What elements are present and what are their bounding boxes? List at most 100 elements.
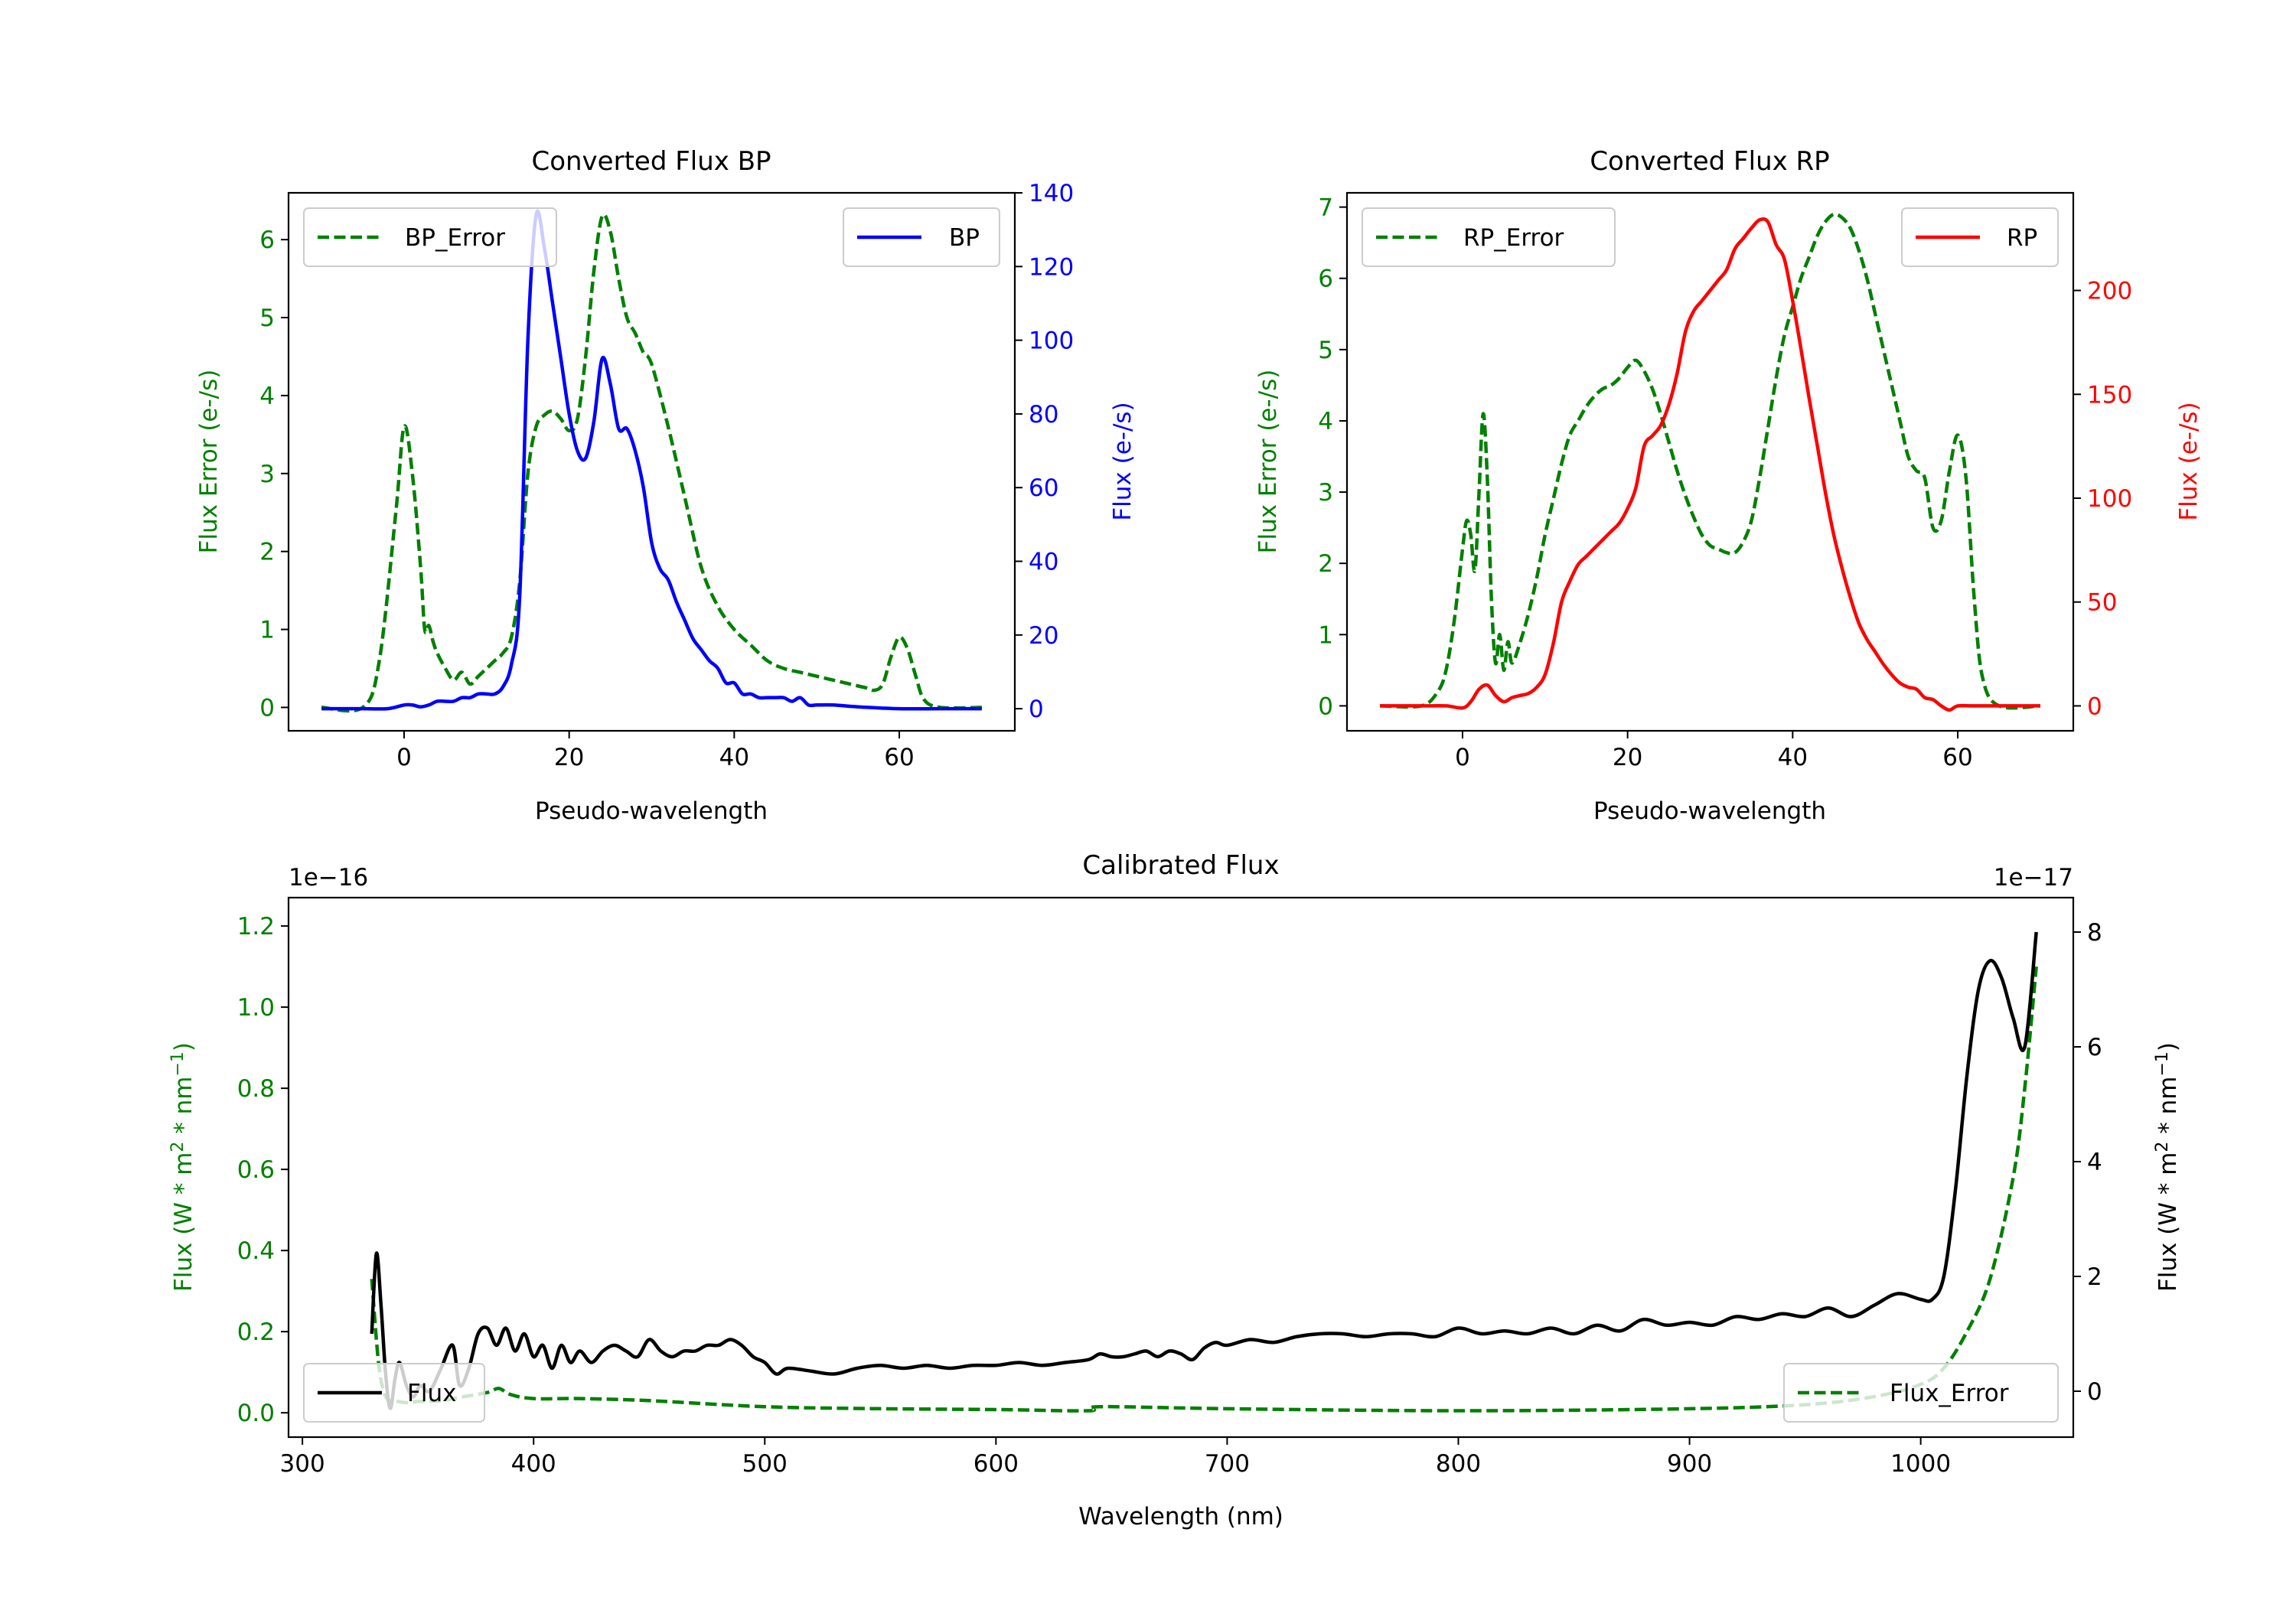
cal-x-tick-label: 1000 [1890,1450,1951,1478]
cal-right-label-sup2: −1 [2153,1051,2172,1076]
bp-right-tick-label: 0 [1029,696,1044,723]
rp-right-axis: 0 50 100 150 200 [2073,278,2132,720]
bp-x-axis: 0 20 40 60 [396,731,915,771]
rp-x-tick-label: 40 [1778,744,1808,771]
bp-x-tick-label: 20 [554,744,584,771]
cal-error-legend-label: Flux_Error [1890,1380,2009,1407]
bp-right-tick-label: 60 [1029,474,1058,502]
bp-x-tick-label: 0 [396,744,412,771]
cal-left-label-b: * nm [170,1077,197,1142]
cal-right-axis-label: Flux (W * m2 * nm−1) [2153,1042,2182,1292]
cal-left-tick-label: 0.4 [237,1237,275,1265]
cal-error-legend-box [1783,1363,2059,1423]
bp-right-tick-label: 80 [1029,401,1058,429]
cal-left-axis-label: Flux (W * m2 * nm−1) [168,1042,197,1292]
cal-left-tick-label: 1.2 [237,913,275,940]
rp-right-tick-label: 150 [2087,381,2132,409]
cal-left-tick-label: 1.0 [237,994,275,1022]
rp-right-tick-label: 0 [2087,693,2102,720]
rp-left-tick-label: 5 [1318,337,1333,364]
rp-x-tick-label: 0 [1455,744,1470,771]
cal-right-label-b: * nm [2154,1077,2182,1142]
bp-legend-label: BP [949,224,980,252]
bp-right-tick-label: 20 [1029,622,1058,650]
bp-title: Converted Flux BP [531,146,771,177]
rp-left-tick-label: 0 [1318,693,1333,720]
rp-right-tick-label: 200 [2087,278,2132,305]
rp-x-tick-label: 20 [1613,744,1642,771]
rp-right-tick-label: 100 [2087,485,2132,513]
rp-x-axis-label: Pseudo-wavelength [1593,797,1826,825]
bp-legend: BP [843,207,1000,267]
series-rp-line [1380,217,2040,712]
cal-x-tick-label: 300 [280,1450,325,1478]
cal-flux-legend-label: Flux [407,1380,456,1407]
bp-left-tick-label: 6 [259,227,275,254]
rp-x-tick-label: 60 [1942,744,1972,771]
cal-left-label-sup2: −1 [168,1051,188,1076]
rp-left-tick-label: 6 [1318,266,1333,293]
cal-right-tick-label: 4 [2087,1149,2102,1176]
rp-left-axis: 0 1 2 3 4 5 6 7 [1318,194,1347,720]
cal-x-tick-label: 500 [742,1450,788,1478]
bp-x-tick-label: 40 [719,744,749,771]
cal-left-tick-label: 0.2 [237,1319,275,1346]
cal-flux-legend-box [303,1363,485,1423]
bp-left-axis-label: Flux Error (e-/s) [195,370,223,554]
bp-left-tick-label: 1 [259,617,275,644]
cal-right-axis: 0 2 4 6 8 [2073,919,2102,1406]
cal-left-axis: 0.0 0.2 0.4 0.6 0.8 1.0 1.2 [237,913,289,1427]
rp-error-legend: RP_Error [1362,207,1616,267]
cal-error-legend: Flux_Error [1783,1363,2059,1423]
cal-x-tick-label: 700 [1205,1450,1250,1478]
rp-title: Converted Flux RP [1590,146,1829,177]
bp-axes-frame [287,191,1016,732]
series-bp-line [321,209,982,711]
cal-right-label-c: ) [2154,1042,2182,1051]
rp-left-axis-label: Flux Error (e-/s) [1254,370,1282,554]
bp-left-tick-label: 4 [259,383,275,410]
panel-calibrated: Calibrated Flux 300 400 500 600 700 800 900 100… [168,850,2182,1530]
cal-x-axis: 300 400 500 600 700 800 900 1000 [280,1437,1951,1478]
rp-error-legend-label: RP_Error [1463,224,1564,252]
cal-left-label-c: ) [170,1042,197,1051]
cal-x-tick-label: 400 [511,1450,556,1478]
bp-left-tick-label: 2 [259,539,275,566]
bp-left-tick-label: 0 [259,694,275,722]
cal-x-axis-label: Wavelength (nm) [1078,1503,1283,1530]
bp-x-tick-label: 60 [884,744,914,771]
bp-error-legend: BP_Error [303,207,557,267]
cal-x-tick-label: 600 [974,1450,1019,1478]
panel-bp: Converted Flux BP 0 20 40 60 0 1 2 3 4 5 6 0 20 40 6… [195,146,1137,825]
bp-right-axis: 0 20 40 60 80 100 120 140 [1015,180,1074,723]
cal-left-tick-label: 0.6 [237,1156,275,1184]
rp-legend-label: RP [2007,224,2037,252]
cal-left-label-sup1: 2 [168,1142,188,1152]
rp-legend: RP [1901,207,2059,267]
bp-left-axis: 0 1 2 3 4 5 6 [259,227,289,722]
cal-x-tick-label: 900 [1667,1450,1712,1478]
rp-left-tick-label: 7 [1318,194,1333,222]
cal-right-tick-label: 0 [2087,1378,2102,1406]
cal-right-label-sup1: 2 [2153,1142,2172,1152]
bp-right-tick-label: 120 [1029,253,1074,281]
bp-x-axis-label: Pseudo-wavelength [535,797,768,825]
rp-left-tick-label: 1 [1318,621,1333,649]
bp-error-legend-box [303,207,557,267]
cal-left-offset-text: 1e−16 [289,864,368,892]
cal-title: Calibrated Flux [1082,850,1279,881]
cal-left-tick-label: 0.8 [237,1075,275,1103]
rp-x-axis: 0 20 40 60 [1455,731,1973,771]
cal-right-tick-label: 6 [2087,1034,2102,1061]
rp-right-tick-label: 50 [2087,589,2117,617]
series-flux-line [370,931,2038,1410]
cal-x-tick-label: 800 [1436,1450,1481,1478]
cal-right-tick-label: 2 [2087,1263,2102,1291]
cal-right-label-a: Flux (W * m [2154,1152,2182,1292]
bp-plot-area [321,209,982,713]
rp-left-tick-label: 3 [1318,479,1333,507]
cal-right-tick-label: 8 [2087,919,2102,947]
cal-axes-frame [287,896,2075,1439]
panel-rp: Converted Flux RP 0 20 40 60 0 1 2 3 4 5 6 7 0 50 10… [1254,146,2203,825]
